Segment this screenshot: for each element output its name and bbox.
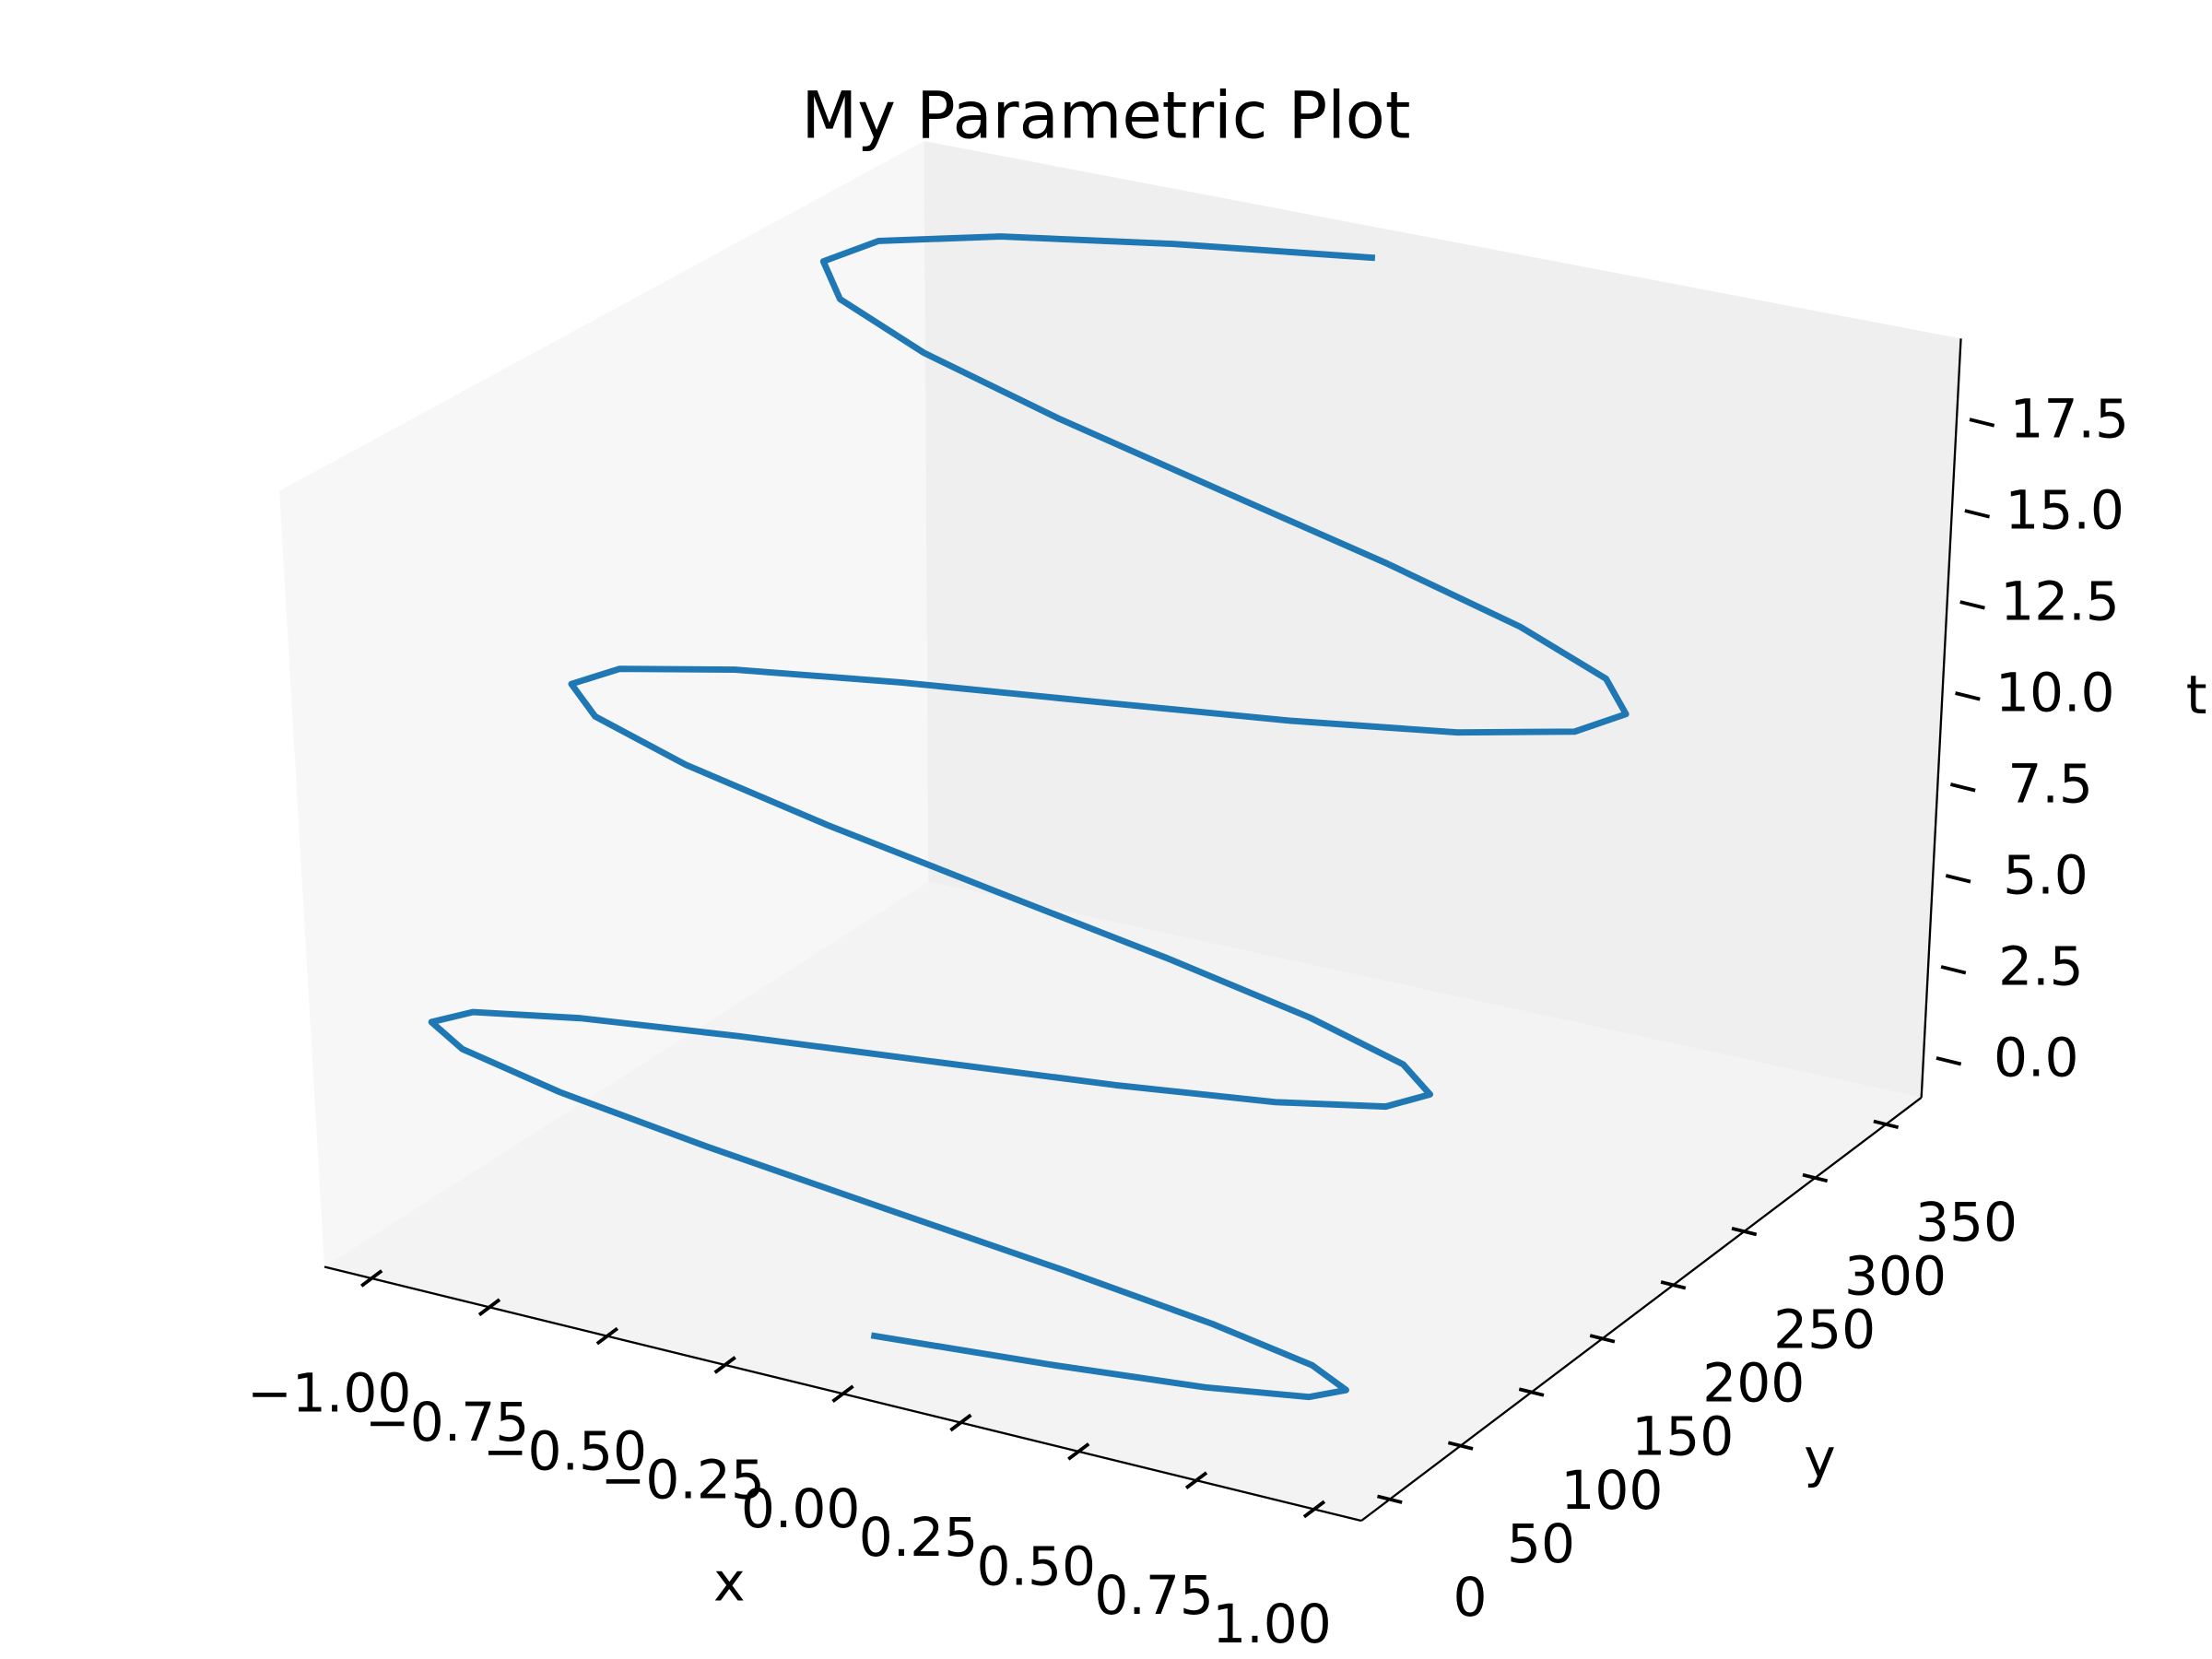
floor-pane	[324, 881, 1922, 1521]
z-tick-label: 5.0	[2003, 843, 2088, 906]
back-pane	[924, 141, 1961, 1098]
x-tick-label: −0.50	[483, 1419, 647, 1482]
y-tick-label: 350	[1915, 1191, 2018, 1253]
z-axis-line	[1920, 338, 1962, 1098]
y-tick	[1873, 1119, 1900, 1130]
z-tick-label: 12.5	[2000, 570, 2120, 632]
y-tick	[1731, 1226, 1758, 1237]
z-tick	[1940, 965, 1967, 975]
data-line	[428, 233, 1630, 1401]
x-axis-label: x	[713, 1551, 745, 1614]
z-tick	[1969, 418, 1995, 428]
y-tick	[1518, 1387, 1545, 1397]
z-tick-label: 2.5	[1998, 935, 2084, 997]
y-tick-label: 200	[1702, 1352, 1805, 1415]
x-tick	[1302, 1500, 1326, 1519]
x-tick-label: 0.50	[977, 1535, 1097, 1598]
y-tick	[1447, 1441, 1474, 1451]
y-tick-label: 150	[1631, 1406, 1734, 1468]
x-tick	[831, 1384, 854, 1404]
z-tick	[1964, 509, 1991, 519]
z-axis-label: t	[2186, 664, 2207, 726]
z-tick-label: 17.5	[2010, 388, 2130, 451]
x-tick-label: 0.75	[1094, 1564, 1214, 1627]
y-tick	[1802, 1172, 1829, 1183]
y-tick-label: 300	[1844, 1244, 1947, 1307]
z-tick	[1936, 1056, 1962, 1066]
z-tick-label: 10.0	[1995, 661, 2115, 724]
z-tick	[1955, 691, 1981, 701]
y-tick-label: 250	[1773, 1298, 1876, 1360]
x-tick	[360, 1269, 383, 1288]
x-tick-label: −0.25	[601, 1449, 765, 1512]
y-axis-line	[1360, 1096, 1923, 1522]
x-tick	[595, 1326, 619, 1346]
x-tick-label: 0.25	[859, 1506, 979, 1569]
y-tick-label: 0	[1453, 1566, 1488, 1629]
x-tick	[1184, 1471, 1208, 1489]
z-tick	[1959, 600, 1985, 610]
x-tick-label: −1.00	[247, 1362, 411, 1425]
y-tick	[1660, 1280, 1687, 1290]
y-tick	[1376, 1494, 1403, 1504]
x-tick	[477, 1298, 501, 1317]
left-pane	[279, 141, 929, 1267]
x-tick-label: 1.00	[1212, 1593, 1332, 1655]
z-tick-label: 15.0	[2005, 478, 2124, 541]
y-tick-label: 100	[1560, 1459, 1663, 1522]
x-tick-label: −0.75	[365, 1391, 529, 1453]
y-tick	[1589, 1334, 1616, 1344]
z-tick	[1945, 874, 1971, 884]
y-tick-label: 50	[1507, 1512, 1575, 1575]
y-axis-label: y	[1804, 1427, 1835, 1489]
z-tick-label: 0.0	[1994, 1026, 2079, 1088]
x-tick-label: 0.00	[741, 1477, 861, 1540]
x-tick	[713, 1356, 736, 1374]
x-tick	[949, 1413, 972, 1432]
x-tick	[1067, 1442, 1090, 1461]
z-tick	[1949, 782, 1976, 793]
z-tick-label: 7.5	[2007, 752, 2093, 815]
chart-title: My Parametric Plot	[802, 78, 1411, 154]
